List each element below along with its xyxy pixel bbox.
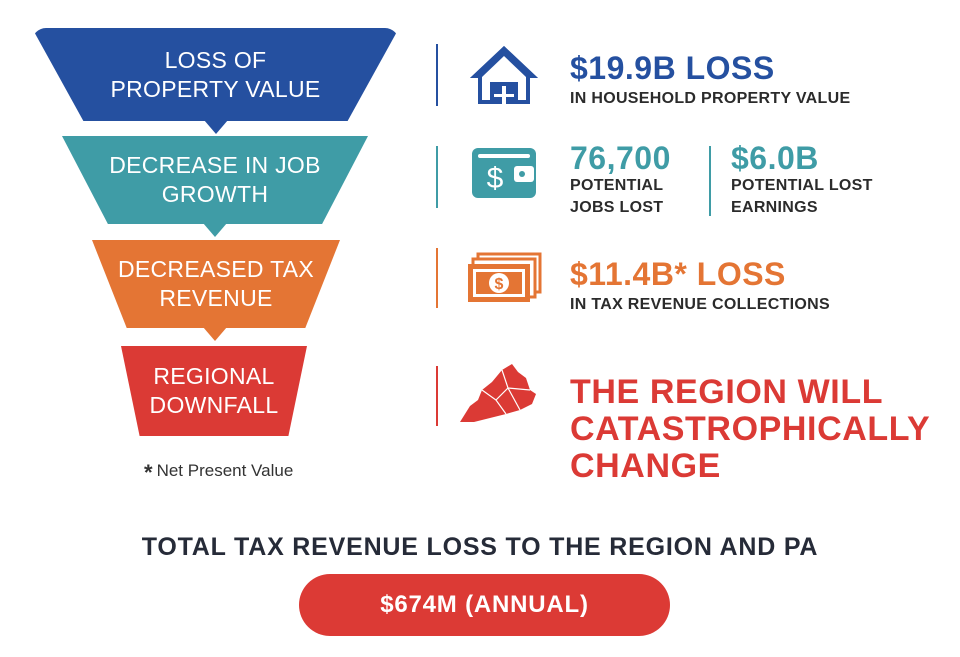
footnote-star: * — [144, 460, 153, 485]
total-amount: $674M (ANNUAL) — [380, 591, 589, 618]
footnote: * Net Present Value — [144, 460, 293, 486]
region-map-icon — [460, 364, 536, 422]
region-change-headline: THE REGION WILL CATASTROPHICALLY CHANGE — [570, 373, 931, 485]
cash-stack-icon: $ — [468, 252, 542, 302]
house-icon — [470, 46, 538, 104]
funnel-pointer — [203, 327, 227, 341]
property-loss-subtext: IN HOUSEHOLD PROPERTY VALUE — [570, 90, 851, 107]
tax-loss-subtext: IN TAX REVENUE COLLECTIONS — [570, 296, 830, 313]
earnings-lost-label: POTENTIAL LOST EARNINGS — [731, 177, 873, 216]
funnel-step-tax-revenue: DECREASED TAX REVENUE — [92, 240, 340, 328]
funnel-pointer — [204, 120, 228, 134]
earnings-lost-value: $6.0B — [731, 140, 819, 176]
funnel-label: DECREASE IN JOB GROWTH — [109, 152, 321, 207]
total-heading: TOTAL TAX REVENUE LOSS TO THE REGION AND… — [141, 533, 819, 561]
jobs-lost-value: 76,700 — [570, 140, 671, 176]
divider — [709, 146, 711, 216]
total-amount-badge: $674M (ANNUAL) — [299, 574, 670, 636]
tax-loss-headline: $11.4B* LOSS — [570, 256, 786, 292]
svg-text:$: $ — [495, 276, 504, 293]
funnel-step-job-growth: DECREASE IN JOB GROWTH — [62, 136, 368, 224]
funnel-label: REGIONAL DOWNFALL — [149, 363, 279, 418]
divider — [436, 44, 438, 106]
wallet-icon: $ — [472, 148, 536, 198]
jobs-lost-label: POTENTIAL JOBS LOST — [570, 177, 664, 216]
funnel-label: DECREASED TAX REVENUE — [117, 256, 315, 311]
divider — [436, 146, 438, 208]
footnote-text: Net Present Value — [156, 461, 294, 480]
svg-text:$: $ — [487, 162, 504, 195]
funnel-pointer — [203, 223, 227, 237]
funnel-step-regional-downfall: REGIONAL DOWNFALL — [121, 346, 307, 436]
property-loss-headline: $19.9B LOSS — [570, 50, 775, 86]
divider — [436, 366, 438, 426]
divider — [436, 248, 438, 308]
funnel-label: LOSS OF PROPERTY VALUE — [110, 46, 321, 102]
funnel-step-property-value: LOSS OF PROPERTY VALUE — [32, 28, 399, 121]
